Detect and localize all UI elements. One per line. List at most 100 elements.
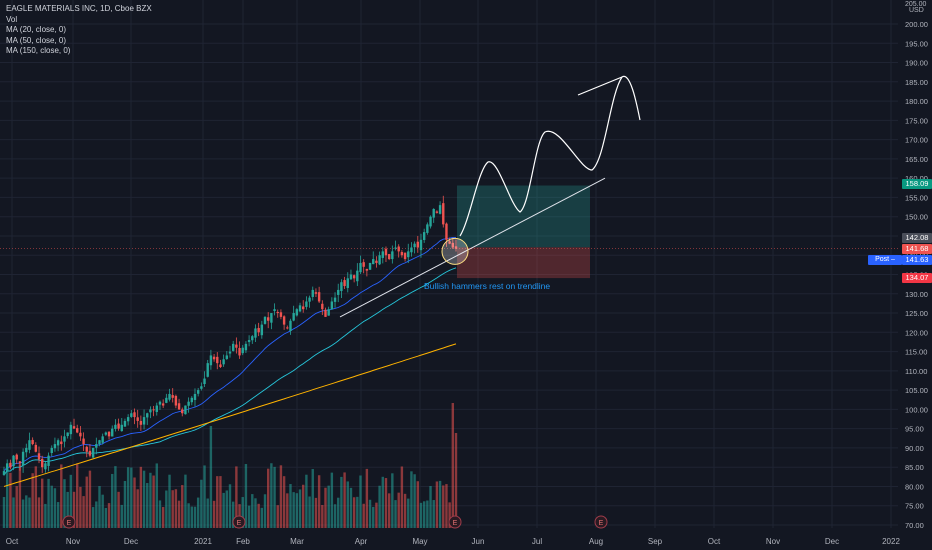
- candle: [330, 301, 334, 310]
- candle: [266, 317, 270, 321]
- volume-bar: [25, 495, 28, 528]
- volume-bar: [435, 481, 439, 528]
- candle: [184, 405, 187, 415]
- candle: [181, 409, 184, 414]
- time-label: 2021: [194, 537, 212, 546]
- volume-bar: [273, 466, 276, 528]
- stop-price-tag: 134.07: [902, 273, 932, 283]
- volume-bar: [397, 492, 400, 528]
- candle: [442, 203, 445, 225]
- tick-label: 180.00: [905, 97, 928, 106]
- time-label: Jun: [472, 537, 485, 546]
- volume-bar: [426, 500, 429, 528]
- candle: [270, 313, 273, 323]
- candle: [158, 401, 162, 405]
- volume-bar: [190, 506, 194, 528]
- volume-bar: [244, 464, 248, 528]
- candle: [438, 205, 442, 214]
- candle: [60, 441, 63, 445]
- volume-bar: [330, 472, 334, 528]
- volume-bar: [391, 473, 394, 528]
- volume-bar: [295, 493, 299, 528]
- tick-label: 185.00: [905, 78, 928, 87]
- volume-bar: [352, 497, 356, 528]
- tick-label: 200.00: [905, 20, 928, 29]
- target-zone: [457, 185, 590, 248]
- legend-ma20[interactable]: MA (20, close, 0): [6, 25, 67, 34]
- legend-vol[interactable]: Vol: [6, 14, 18, 24]
- volume-bar: [184, 474, 187, 528]
- candle: [190, 397, 194, 403]
- volume-bar: [34, 466, 38, 528]
- legend-symbol[interactable]: EAGLE MATERIALS INC, 1D, Cboe BZX: [6, 4, 152, 13]
- candle: [381, 251, 384, 258]
- tick-label-205: 205.00: [905, 1, 927, 8]
- candle: [76, 428, 79, 433]
- candle: [168, 393, 171, 400]
- volume-bar: [413, 474, 416, 528]
- candle: [305, 301, 308, 307]
- candle: [12, 455, 15, 467]
- volume-bar: [219, 476, 222, 528]
- volume-bar: [161, 507, 165, 528]
- candle: [171, 395, 174, 398]
- trendline: [339, 177, 606, 318]
- volume-bar: [384, 478, 388, 528]
- volume-bar: [136, 489, 139, 528]
- candle: [429, 216, 432, 227]
- drawings: [339, 75, 641, 318]
- volume-bar: [247, 505, 251, 528]
- candle: [142, 417, 146, 425]
- candle: [257, 327, 260, 333]
- candle: [161, 403, 165, 406]
- candle: [139, 420, 143, 425]
- volume-bar: [257, 503, 260, 528]
- trendline-annotation: Bullish hammers rest on trendline: [424, 281, 551, 291]
- volume-bar: [314, 497, 318, 528]
- candle: [53, 444, 57, 449]
- candle: [130, 413, 133, 417]
- candle: [394, 247, 397, 249]
- volume-bar: [142, 470, 146, 528]
- volume-bar: [387, 493, 391, 528]
- candle: [200, 386, 203, 389]
- volume-bar: [155, 463, 158, 528]
- volume-bar: [206, 498, 209, 528]
- volume-bar: [422, 501, 426, 528]
- candle: [391, 251, 394, 260]
- volume-bar: [104, 507, 108, 528]
- volume-bar: [47, 478, 50, 528]
- volume-bar: [362, 503, 365, 528]
- tick-label: 130.00: [905, 290, 928, 299]
- candle: [120, 424, 123, 432]
- volume-bar: [133, 477, 136, 528]
- candle: [346, 278, 349, 288]
- volume-bar: [416, 481, 420, 528]
- volume-bar: [200, 479, 203, 528]
- legend-ma50[interactable]: MA (50, close, 0): [6, 35, 67, 45]
- candle: [219, 364, 222, 367]
- volume-bar: [91, 507, 95, 528]
- candle: [85, 446, 88, 452]
- candle: [107, 431, 111, 437]
- candle: [2, 471, 6, 475]
- candle: [378, 255, 381, 265]
- candle: [311, 289, 314, 297]
- volume-bar: [400, 466, 404, 528]
- volume-bar: [260, 507, 264, 528]
- earnings-marker-label: E: [599, 520, 604, 527]
- candle: [413, 243, 416, 248]
- tick-label: 150.00: [905, 213, 928, 222]
- candle: [247, 340, 251, 343]
- volume-bar: [5, 468, 9, 528]
- candle: [282, 316, 286, 325]
- time-label: Apr: [355, 537, 368, 546]
- volume-bar: [276, 505, 279, 528]
- volume-bar: [298, 489, 302, 528]
- legend-ma150[interactable]: MA (150, close, 0): [6, 46, 71, 55]
- volume-bar: [21, 499, 25, 528]
- candle: [177, 403, 181, 410]
- volume-bar: [37, 497, 41, 528]
- tick-label: 105.00: [905, 386, 928, 395]
